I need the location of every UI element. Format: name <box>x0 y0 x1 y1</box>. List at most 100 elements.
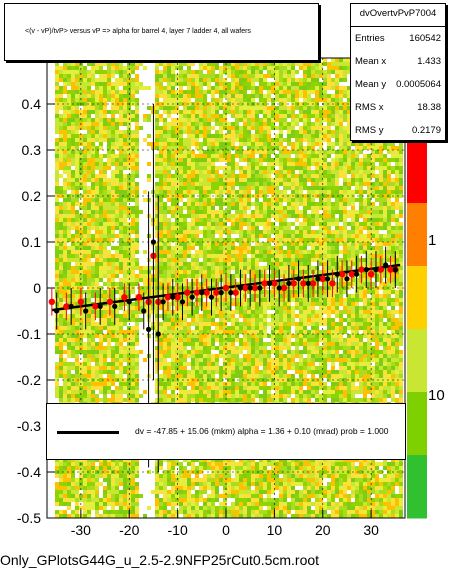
heatmap-cell <box>215 398 219 402</box>
heatmap-cell <box>103 178 107 182</box>
heatmap-cell <box>75 170 79 174</box>
heatmap-cell <box>59 398 63 402</box>
heatmap-cell <box>83 382 87 386</box>
heatmap-cell <box>67 490 71 494</box>
heatmap-cell <box>155 190 159 194</box>
heatmap-cell <box>239 474 243 478</box>
heatmap-cell <box>67 150 71 154</box>
heatmap-cell <box>219 106 223 110</box>
heatmap-cell <box>243 342 247 346</box>
heatmap-cell <box>215 466 219 470</box>
heatmap-cell <box>103 114 107 118</box>
heatmap-cell <box>91 458 95 462</box>
heatmap-cell <box>187 462 191 466</box>
heatmap-cell <box>243 130 247 134</box>
heatmap-cell <box>187 458 191 462</box>
heatmap-cell <box>71 154 75 158</box>
heatmap-cell <box>183 394 187 398</box>
heatmap-cell <box>55 350 59 354</box>
heatmap-cell <box>235 294 239 298</box>
heatmap-cell <box>187 158 191 162</box>
heatmap-cell <box>183 478 187 482</box>
heatmap-cell <box>103 398 107 402</box>
heatmap-cell <box>59 162 63 166</box>
heatmap-cell <box>143 66 147 70</box>
heatmap-cell <box>63 342 67 346</box>
heatmap-cell <box>167 98 171 102</box>
heatmap-cell <box>195 270 199 274</box>
heatmap-cell <box>215 210 219 214</box>
heatmap-cell <box>223 382 227 386</box>
heatmap-cell <box>179 170 183 174</box>
heatmap-cell <box>155 258 159 262</box>
heatmap-cell <box>123 158 127 162</box>
heatmap-cell <box>95 198 99 202</box>
heatmap-cell <box>71 110 75 114</box>
heatmap-cell <box>179 286 183 290</box>
heatmap-cell <box>243 82 247 86</box>
heatmap-cell <box>235 302 239 306</box>
heatmap-cell <box>67 302 71 306</box>
heatmap-cell <box>83 254 87 258</box>
heatmap-cell <box>187 490 191 494</box>
heatmap-cell <box>239 458 243 462</box>
heatmap-cell <box>215 310 219 314</box>
heatmap-cell <box>183 102 187 106</box>
heatmap-cell <box>195 146 199 150</box>
heatmap-cell <box>71 86 75 90</box>
heatmap-cell <box>103 62 107 66</box>
heatmap-cell <box>247 190 251 194</box>
heatmap-cell <box>63 206 67 210</box>
heatmap-cell <box>247 106 251 110</box>
heatmap-cell <box>55 106 59 110</box>
heatmap-cell <box>231 62 235 66</box>
heatmap-cell <box>247 154 251 158</box>
heatmap-cell <box>243 182 247 186</box>
heatmap-cell <box>123 258 127 262</box>
heatmap-cell <box>55 126 59 130</box>
heatmap-cell <box>107 218 111 222</box>
heatmap-cell <box>239 126 243 130</box>
heatmap-cell <box>223 482 227 486</box>
heatmap-cell <box>195 118 199 122</box>
heatmap-cell <box>203 138 207 142</box>
heatmap-cell <box>247 270 251 274</box>
heatmap-cell <box>167 318 171 322</box>
heatmap-cell <box>63 314 67 318</box>
heatmap-cell <box>127 134 131 138</box>
heatmap-cell <box>247 474 251 478</box>
heatmap-cell <box>175 62 179 66</box>
heatmap-cell <box>119 106 123 110</box>
heatmap-cell <box>223 478 227 482</box>
heatmap-cell <box>103 186 107 190</box>
heatmap-cell <box>71 198 75 202</box>
heatmap-cell <box>67 114 71 118</box>
heatmap-cell <box>87 134 91 138</box>
heatmap-cell <box>71 394 75 398</box>
heatmap-cell <box>199 306 203 310</box>
heatmap-cell <box>95 290 99 294</box>
heatmap-cell <box>59 302 63 306</box>
heatmap-cell <box>223 150 227 154</box>
heatmap-cell <box>175 142 179 146</box>
heatmap-cell <box>223 302 227 306</box>
heatmap-cell <box>187 170 191 174</box>
heatmap-cell <box>235 222 239 226</box>
heatmap-cell <box>95 126 99 130</box>
heatmap-cell <box>59 318 63 322</box>
heatmap-cell <box>67 62 71 66</box>
heatmap-cell <box>127 250 131 254</box>
heatmap-cell <box>75 266 79 270</box>
heatmap-cell <box>83 114 87 118</box>
heatmap-cell <box>135 82 139 86</box>
heatmap-cell <box>227 326 231 330</box>
heatmap-cell <box>223 370 227 374</box>
heatmap-cell <box>191 486 195 490</box>
heatmap-cell <box>115 82 119 86</box>
heatmap-cell <box>87 338 91 342</box>
heatmap-cell <box>195 506 199 510</box>
heatmap-cell <box>215 330 219 334</box>
heatmap-cell <box>87 234 91 238</box>
heatmap-cell <box>55 502 59 506</box>
heatmap-cell <box>123 398 127 402</box>
